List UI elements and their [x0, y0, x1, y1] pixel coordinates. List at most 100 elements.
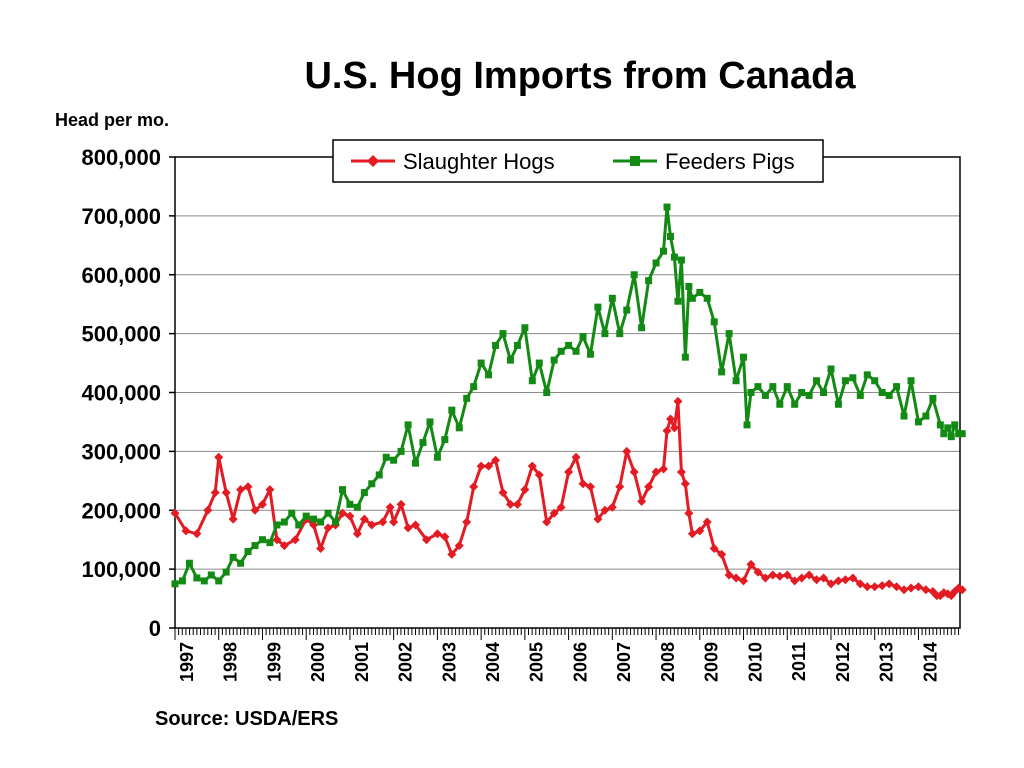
data-point [492, 341, 500, 349]
data-point [419, 439, 427, 447]
y-axis-ticks: 0 100,000 200,000 300,000 400,000 500,000 600,… [81, 145, 175, 641]
data-point [717, 549, 727, 559]
data-point [812, 575, 822, 585]
data-point [382, 453, 390, 461]
data-point [385, 502, 395, 512]
x-axis-ticks: 1997 1998 1999 2000 2001 2002 2003 2004 2005 2006… [174, 628, 960, 682]
data-point [485, 371, 493, 379]
data-point [833, 576, 843, 586]
data-point [266, 539, 274, 547]
data-point [629, 467, 639, 477]
data-point [688, 294, 696, 302]
data-point [680, 479, 690, 489]
data-point [783, 383, 791, 391]
x-tick-label: 2014 [920, 642, 940, 682]
y-tick-label: 400,000 [81, 381, 161, 406]
data-point [725, 330, 733, 338]
data-point [411, 520, 421, 530]
data-point [279, 541, 289, 551]
data-point [885, 391, 893, 399]
data-point [615, 482, 625, 492]
data-point [243, 482, 253, 492]
data-point [499, 330, 507, 338]
series-line [174, 205, 963, 586]
data-point [229, 553, 237, 561]
data-point [899, 585, 909, 595]
x-tick-label: 1997 [177, 642, 197, 682]
data-point [323, 523, 333, 533]
data-point [250, 505, 260, 515]
data-point [718, 368, 726, 376]
data-point [571, 452, 581, 462]
data-point [820, 389, 828, 396]
data-point [491, 455, 501, 465]
data-point [310, 515, 318, 523]
legend-label: Slaughter Hogs [403, 149, 555, 174]
chart-title: U.S. Hog Imports from Canada [304, 55, 856, 97]
legend-marker [367, 155, 379, 167]
data-point [685, 283, 693, 291]
data-point [593, 514, 603, 524]
legend-box [332, 139, 824, 183]
data-point [528, 377, 536, 385]
data-point [855, 579, 865, 589]
y-tick-label: 200,000 [81, 498, 161, 523]
data-point [203, 505, 213, 515]
grid-lines [175, 215, 960, 570]
data-point [740, 353, 748, 361]
data-point [665, 414, 675, 424]
data-point [819, 573, 829, 583]
data-point [389, 517, 399, 527]
data-point [673, 396, 683, 406]
data-point [710, 318, 718, 326]
data-point [345, 511, 355, 521]
data-point [542, 517, 552, 527]
data-point [805, 391, 813, 399]
data-point [432, 529, 442, 539]
data-point [441, 436, 449, 444]
data-point [367, 520, 377, 530]
data-point [674, 297, 682, 305]
data-point [469, 482, 479, 492]
x-tick-label: 2011 [789, 642, 809, 681]
data-point [572, 347, 580, 355]
data-point [228, 514, 238, 524]
data-point [922, 412, 930, 420]
data-point [295, 521, 303, 529]
data-point [841, 377, 849, 385]
data-point [258, 536, 266, 544]
data-point [804, 570, 814, 580]
data-point [404, 421, 412, 429]
data-point [181, 526, 191, 536]
x-tick-label: 2004 [483, 642, 503, 682]
legend: Slaughter Hogs Feeders Pigs [332, 139, 824, 183]
data-point [257, 499, 267, 509]
data-point [210, 488, 220, 498]
data-point [684, 508, 694, 518]
data-point [579, 333, 587, 341]
data-point [578, 479, 588, 489]
data-point [907, 377, 915, 385]
data-point [368, 480, 376, 488]
data-point [645, 277, 653, 285]
data-point [375, 471, 383, 479]
data-point [527, 461, 537, 471]
data-point [288, 509, 296, 517]
x-tick-label: 2005 [527, 642, 547, 682]
data-point [397, 447, 405, 455]
data-point [884, 579, 894, 589]
data-point [753, 567, 763, 577]
data-point [396, 499, 406, 509]
data-point [462, 517, 472, 527]
data-point [840, 575, 850, 585]
data-point [557, 347, 565, 355]
source-note: Source: USDA/ERS [155, 708, 339, 730]
x-tick-label: 2006 [570, 642, 590, 682]
data-point [594, 303, 602, 311]
x-tick-label: 2009 [702, 642, 722, 682]
data-point [929, 394, 937, 402]
data-point [616, 330, 624, 338]
data-point [913, 582, 923, 592]
data-point [856, 391, 864, 399]
data-point [900, 412, 908, 420]
